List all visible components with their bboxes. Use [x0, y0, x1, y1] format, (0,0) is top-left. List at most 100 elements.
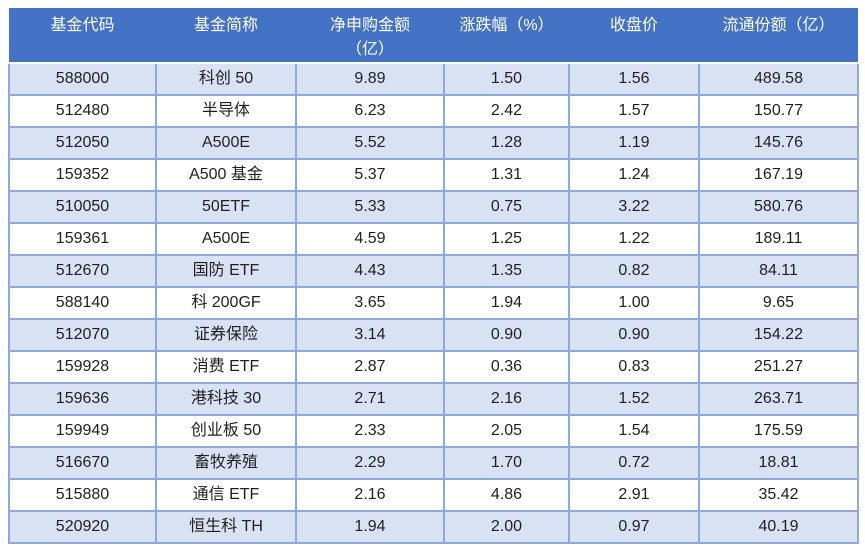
cell-net: 5.37 — [295, 158, 445, 192]
cell-shares: 35.42 — [698, 478, 859, 512]
cell-code: 159636 — [8, 382, 157, 416]
cell-name: A500E — [155, 126, 297, 160]
fund-flow-table: 基金代码 基金简称 净申购金额 （亿） 涨跌幅（%） 收盘价 流通份额（亿） 588000… — [8, 8, 859, 544]
cell-code: 159949 — [8, 414, 157, 448]
table-row: 516670 畜牧养殖 2.29 1.70 0.72 18.81 — [8, 446, 859, 480]
cell-name: 通信 ETF — [155, 478, 297, 512]
cell-shares: 150.77 — [698, 94, 859, 128]
table-row: 159352 A500 基金 5.37 1.31 1.24 167.19 — [8, 158, 859, 192]
cell-shares: 189.11 — [698, 222, 859, 256]
cell-net: 6.23 — [295, 94, 445, 128]
table-row: 512480 半导体 6.23 2.42 1.57 150.77 — [8, 94, 859, 128]
cell-name: A500E — [155, 222, 297, 256]
table-row: 159636 港科技 30 2.71 2.16 1.52 263.71 — [8, 382, 859, 416]
cell-code: 512070 — [8, 318, 157, 352]
cell-net: 5.52 — [295, 126, 445, 160]
cell-close: 1.19 — [568, 126, 700, 160]
cell-close: 0.90 — [568, 318, 700, 352]
cell-code: 516670 — [8, 446, 157, 480]
table-body: 588000 科创 50 9.89 1.50 1.56 489.58 512480 半导体 6.… — [8, 62, 859, 544]
table-row: 515880 通信 ETF 2.16 4.86 2.91 35.42 — [8, 478, 859, 512]
cell-shares: 263.71 — [698, 382, 859, 416]
cell-chg: 1.70 — [443, 446, 570, 480]
cell-name: 科创 50 — [155, 62, 297, 96]
cell-shares: 145.76 — [698, 126, 859, 160]
cell-close: 3.22 — [568, 190, 700, 224]
cell-net: 1.94 — [295, 510, 445, 544]
cell-chg: 0.75 — [443, 190, 570, 224]
cell-close: 2.91 — [568, 478, 700, 512]
cell-net: 4.43 — [295, 254, 445, 288]
cell-code: 520920 — [8, 510, 157, 544]
cell-code: 512480 — [8, 94, 157, 128]
cell-chg: 0.90 — [443, 318, 570, 352]
table-row: 159949 创业板 50 2.33 2.05 1.54 175.59 — [8, 414, 859, 448]
cell-net: 2.16 — [295, 478, 445, 512]
cell-name: A500 基金 — [155, 158, 297, 192]
cell-chg: 1.25 — [443, 222, 570, 256]
cell-shares: 251.27 — [698, 350, 859, 384]
table-row: 512050 A500E 5.52 1.28 1.19 145.76 — [8, 126, 859, 160]
cell-name: 港科技 30 — [155, 382, 297, 416]
header-row: 基金代码 基金简称 净申购金额 （亿） 涨跌幅（%） 收盘价 流通份额（亿） — [9, 8, 858, 64]
table-header: 基金代码 基金简称 净申购金额 （亿） 涨跌幅（%） 收盘价 流通份额（亿） — [9, 8, 858, 64]
cell-chg: 1.28 — [443, 126, 570, 160]
cell-shares: 9.65 — [698, 286, 859, 320]
cell-close: 1.24 — [568, 158, 700, 192]
cell-chg: 1.35 — [443, 254, 570, 288]
cell-code: 510050 — [8, 190, 157, 224]
table-row: 159361 A500E 4.59 1.25 1.22 189.11 — [8, 222, 859, 256]
cell-close: 0.83 — [568, 350, 700, 384]
cell-net: 2.71 — [295, 382, 445, 416]
cell-name: 50ETF — [155, 190, 297, 224]
cell-close: 0.72 — [568, 446, 700, 480]
cell-shares: 40.19 — [698, 510, 859, 544]
cell-chg: 2.00 — [443, 510, 570, 544]
cell-chg: 2.05 — [443, 414, 570, 448]
table-row: 588000 科创 50 9.89 1.50 1.56 489.58 — [8, 62, 859, 96]
cell-close: 1.52 — [568, 382, 700, 416]
cell-chg: 2.16 — [443, 382, 570, 416]
cell-name: 恒生科 TH — [155, 510, 297, 544]
cell-chg: 2.42 — [443, 94, 570, 128]
cell-shares: 84.11 — [698, 254, 859, 288]
cell-name: 科 200GF — [155, 286, 297, 320]
cell-net: 9.89 — [295, 62, 445, 96]
cell-net: 2.87 — [295, 350, 445, 384]
cell-shares: 167.19 — [698, 158, 859, 192]
cell-name: 创业板 50 — [155, 414, 297, 448]
cell-code: 588140 — [8, 286, 157, 320]
cell-net: 2.29 — [295, 446, 445, 480]
cell-close: 1.57 — [568, 94, 700, 128]
cell-chg: 0.36 — [443, 350, 570, 384]
cell-close: 0.82 — [568, 254, 700, 288]
cell-name: 畜牧养殖 — [155, 446, 297, 480]
cell-net: 3.14 — [295, 318, 445, 352]
table-row: 520920 恒生科 TH 1.94 2.00 0.97 40.19 — [8, 510, 859, 544]
cell-net: 2.33 — [295, 414, 445, 448]
cell-name: 证券保险 — [155, 318, 297, 352]
column-header-net: 净申购金额 （亿） — [296, 8, 444, 64]
cell-close: 1.00 — [568, 286, 700, 320]
cell-code: 512050 — [8, 126, 157, 160]
column-header-close: 收盘价 — [569, 8, 699, 64]
cell-close: 0.97 — [568, 510, 700, 544]
cell-name: 国防 ETF — [155, 254, 297, 288]
table-row: 588140 科 200GF 3.65 1.94 1.00 9.65 — [8, 286, 859, 320]
column-header-shares: 流通份额（亿） — [699, 8, 858, 64]
cell-name: 半导体 — [155, 94, 297, 128]
cell-chg: 1.31 — [443, 158, 570, 192]
column-header-code: 基金代码 — [9, 8, 156, 64]
cell-chg: 1.50 — [443, 62, 570, 96]
cell-name: 消费 ETF — [155, 350, 297, 384]
table-row: 159928 消费 ETF 2.87 0.36 0.83 251.27 — [8, 350, 859, 384]
cell-shares: 580.76 — [698, 190, 859, 224]
cell-shares: 18.81 — [698, 446, 859, 480]
cell-code: 159352 — [8, 158, 157, 192]
column-header-name: 基金简称 — [156, 8, 296, 64]
cell-code: 512670 — [8, 254, 157, 288]
cell-net: 3.65 — [295, 286, 445, 320]
cell-code: 159361 — [8, 222, 157, 256]
cell-close: 1.54 — [568, 414, 700, 448]
